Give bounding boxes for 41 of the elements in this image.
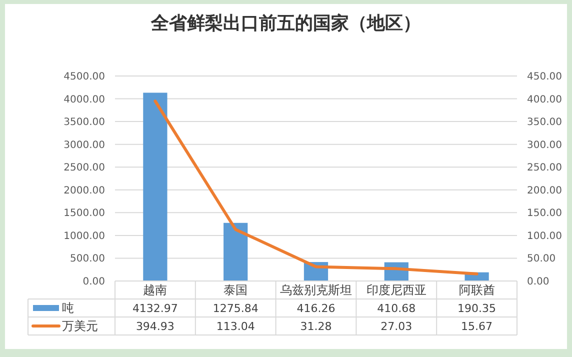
bar <box>224 222 248 281</box>
y2-tick-label: 350.00 <box>527 117 562 128</box>
y-tick-label: 4500.00 <box>64 72 105 82</box>
y2-tick-label: 400.00 <box>527 94 562 106</box>
line-series <box>154 100 478 276</box>
data-label: 15.67 <box>461 320 493 333</box>
y2-tick-label: 100.00 <box>527 230 562 242</box>
data-label: 394.93 <box>136 320 174 333</box>
y-tick-label: 4000.00 <box>64 94 105 106</box>
data-label: 1275.84 <box>212 302 258 315</box>
x-tick-label: 阿联酋 <box>458 283 495 298</box>
y-tick-label: 3500.00 <box>64 117 105 128</box>
data-label: 190.35 <box>458 302 496 315</box>
data-label: 27.03 <box>380 320 412 333</box>
data-label: 31.28 <box>300 320 332 333</box>
y2-tick-label: 0.00 <box>527 276 550 288</box>
y-tick-label: 1500.00 <box>64 208 105 220</box>
y2-tick-label: 450.00 <box>527 72 562 82</box>
y-tick-label: 2000.00 <box>64 185 105 196</box>
legend-label: 吨 <box>62 301 74 316</box>
data-label: 113.04 <box>216 320 255 333</box>
y2-tick-label: 200.00 <box>527 185 562 196</box>
y2-tick-label: 300.00 <box>527 140 562 151</box>
data-label: 410.68 <box>377 302 416 315</box>
x-tick-label: 越南 <box>143 283 168 298</box>
x-tick-label: 乌兹别克斯坦 <box>280 283 352 298</box>
y2-tick-label: 250.00 <box>527 162 562 174</box>
data-label: 4132.97 <box>132 302 178 315</box>
y-tick-label: 3000.00 <box>64 140 105 151</box>
chart-title: 全省鲜梨出口前五的国家（地区） <box>150 13 421 34</box>
bar <box>143 92 168 281</box>
y2-tick-label: 50.00 <box>527 254 556 265</box>
x-tick-label: 泰国 <box>224 283 248 298</box>
y-tick-label: 1000.00 <box>64 230 105 242</box>
y-tick-label: 0.00 <box>82 276 105 288</box>
y-tick-label: 2500.00 <box>64 162 105 174</box>
y2-tick-label: 150.00 <box>527 208 562 220</box>
x-tick-label: 印度尼西亚 <box>366 283 426 298</box>
legend-label: 万美元 <box>62 319 98 334</box>
data-label: 416.26 <box>296 302 336 315</box>
y-tick-label: 500.00 <box>70 254 105 265</box>
